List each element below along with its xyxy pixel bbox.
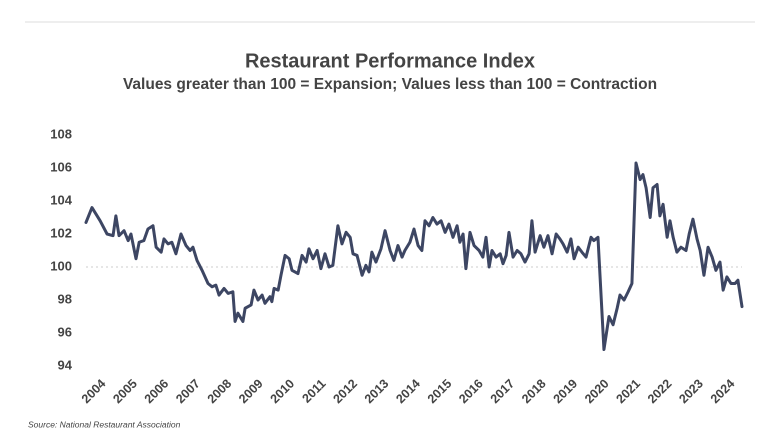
y-tick-label: 94 — [58, 357, 73, 372]
x-tick-label: 2008 — [205, 377, 235, 407]
y-tick-label: 96 — [58, 324, 72, 339]
x-tick-label: 2007 — [173, 377, 203, 407]
y-tick-label: 98 — [58, 291, 72, 306]
x-tick-label: 2017 — [488, 377, 518, 407]
x-tick-label: 2012 — [330, 377, 360, 407]
x-tick-label: 2019 — [551, 377, 581, 407]
chart-title: Restaurant Performance Index — [245, 50, 535, 72]
x-tick-label: 2022 — [645, 377, 675, 407]
x-tick-label: 2015 — [425, 377, 455, 407]
x-tick-label: 2013 — [362, 377, 392, 407]
x-tick-label: 2009 — [236, 377, 266, 407]
x-tick-label: 2020 — [582, 377, 612, 407]
chart-subtitle: Values greater than 100 = Expansion; Val… — [123, 76, 657, 93]
data-line — [84, 161, 744, 351]
y-tick-label: 104 — [50, 192, 72, 207]
x-tick-label: 2014 — [393, 377, 423, 407]
x-tick-label: 2010 — [268, 377, 298, 407]
x-tick-label: 2018 — [519, 377, 549, 407]
x-tick-label: 2005 — [110, 377, 140, 407]
source-note: Source: National Restaurant Association — [28, 419, 181, 429]
y-tick-label: 100 — [50, 258, 72, 273]
x-tick-label: 2021 — [613, 377, 643, 407]
x-tick-label: 2023 — [676, 377, 706, 407]
x-tick-label: 2011 — [300, 377, 329, 406]
x-tick-label: 2004 — [79, 377, 109, 407]
y-tick-label: 106 — [50, 159, 72, 174]
x-tick-label: 2016 — [456, 377, 486, 407]
y-tick-label: 108 — [50, 126, 72, 141]
x-tick-label: 2024 — [708, 377, 738, 407]
y-tick-label: 102 — [50, 225, 72, 240]
x-tick-label: 2006 — [142, 377, 172, 407]
